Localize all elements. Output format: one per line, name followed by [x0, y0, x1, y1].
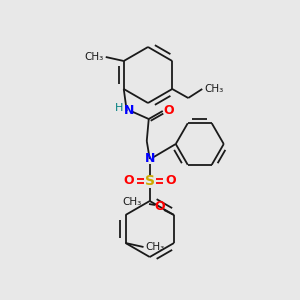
Text: O: O: [165, 173, 176, 187]
Text: N: N: [145, 152, 155, 166]
Text: O: O: [164, 104, 174, 118]
Text: S: S: [145, 174, 155, 188]
Text: H: H: [115, 103, 123, 113]
Text: N: N: [124, 104, 134, 118]
Text: CH₃: CH₃: [85, 52, 104, 62]
Text: CH₃: CH₃: [204, 84, 224, 94]
Text: CH₃: CH₃: [146, 242, 165, 252]
Text: O: O: [155, 200, 165, 214]
Text: O: O: [123, 173, 134, 187]
Text: CH₃: CH₃: [123, 197, 142, 207]
